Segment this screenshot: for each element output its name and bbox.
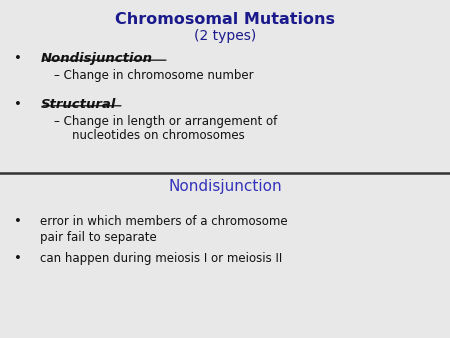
Text: Nondisjunction: Nondisjunction <box>168 179 282 194</box>
Text: – Change in chromosome number: – Change in chromosome number <box>54 69 254 82</box>
Text: (2 types): (2 types) <box>194 29 256 43</box>
Text: pair fail to separate: pair fail to separate <box>40 231 157 243</box>
Text: nucleotides on chromosomes: nucleotides on chromosomes <box>72 129 245 142</box>
Text: •: • <box>14 52 22 65</box>
Text: Chromosomal Mutations: Chromosomal Mutations <box>115 12 335 27</box>
Text: can happen during meiosis I or meiosis II: can happen during meiosis I or meiosis I… <box>40 252 283 265</box>
Text: •: • <box>14 98 22 111</box>
Text: •: • <box>14 252 22 265</box>
Text: error in which members of a chromosome: error in which members of a chromosome <box>40 215 288 227</box>
Text: •: • <box>14 215 22 227</box>
Text: – Change in length or arrangement of: – Change in length or arrangement of <box>54 115 277 128</box>
Text: Structural: Structural <box>40 98 116 111</box>
Text: Nondisjunction: Nondisjunction <box>40 52 153 65</box>
